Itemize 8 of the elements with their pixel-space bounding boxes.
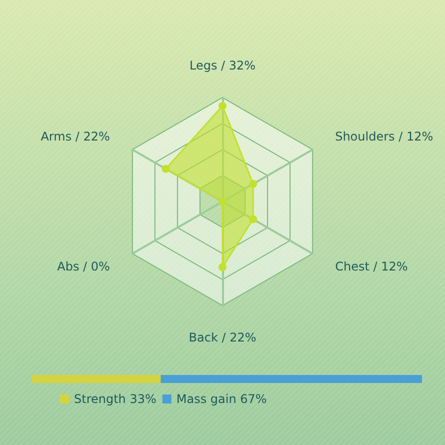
spoke-label: Legs / 32% (189, 58, 256, 73)
spoke-label: Back / 22% (188, 330, 256, 345)
spoke-label: Chest / 12% (335, 260, 408, 274)
spoke-label: Shoulders / 12% (335, 130, 434, 144)
legend-label: Strength 33% (74, 392, 156, 406)
spoke-label: Arms / 22% (40, 130, 110, 144)
spoke-label: Abs / 0% (57, 260, 110, 274)
legend-label: Mass gain 67% (176, 392, 267, 406)
